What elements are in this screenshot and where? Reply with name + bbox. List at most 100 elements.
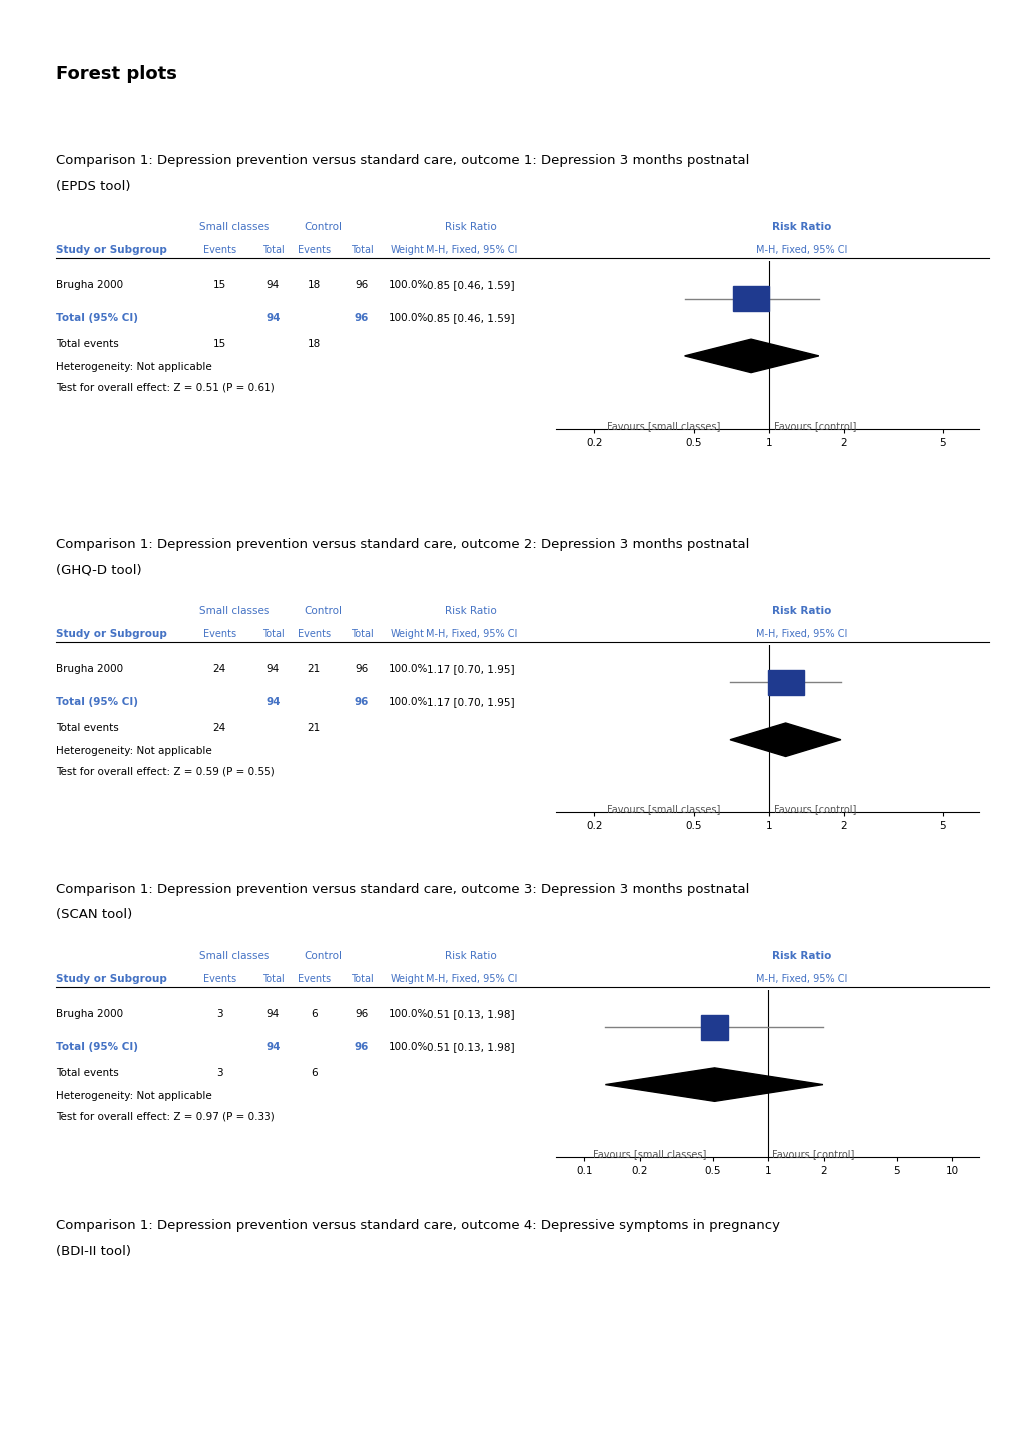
- Text: Total (95% CI): Total (95% CI): [56, 313, 138, 323]
- Text: M-H, Fixed, 95% CI: M-H, Fixed, 95% CI: [425, 974, 517, 984]
- Text: M-H, Fixed, 95% CI: M-H, Fixed, 95% CI: [425, 629, 517, 639]
- Text: Study or Subgroup: Study or Subgroup: [56, 974, 167, 984]
- Text: Total events: Total events: [56, 723, 119, 733]
- Text: M-H, Fixed, 95% CI: M-H, Fixed, 95% CI: [755, 974, 846, 984]
- Text: Comparison 1: Depression prevention versus standard care, outcome 2: Depression : Comparison 1: Depression prevention vers…: [56, 538, 749, 551]
- Text: 100.0%: 100.0%: [388, 664, 427, 674]
- Text: Favours [control]: Favours [control]: [773, 805, 856, 814]
- Text: Weight: Weight: [390, 245, 425, 255]
- Bar: [701, 1014, 728, 1039]
- Text: Small classes: Small classes: [200, 606, 269, 616]
- Text: Control: Control: [304, 222, 342, 232]
- Text: M-H, Fixed, 95% CI: M-H, Fixed, 95% CI: [755, 629, 846, 639]
- Text: 15: 15: [213, 339, 225, 349]
- Text: Events: Events: [298, 245, 330, 255]
- Text: Test for overall effect: Z = 0.51 (P = 0.61): Test for overall effect: Z = 0.51 (P = 0…: [56, 382, 274, 392]
- Text: Events: Events: [298, 629, 330, 639]
- Text: 94: 94: [266, 1042, 280, 1052]
- Text: Total: Total: [262, 974, 284, 984]
- Bar: [733, 286, 768, 310]
- Text: 21: 21: [308, 723, 320, 733]
- Text: Small classes: Small classes: [200, 222, 269, 232]
- Text: Favours [control]: Favours [control]: [771, 1150, 854, 1159]
- Text: 21: 21: [308, 664, 320, 674]
- Text: 1.17 [0.70, 1.95]: 1.17 [0.70, 1.95]: [427, 697, 515, 707]
- Text: Events: Events: [203, 245, 235, 255]
- Text: (BDI-II tool): (BDI-II tool): [56, 1245, 131, 1258]
- Bar: [767, 670, 803, 694]
- Text: 3: 3: [216, 1009, 222, 1019]
- Text: 0.85 [0.46, 1.59]: 0.85 [0.46, 1.59]: [427, 313, 515, 323]
- Text: (SCAN tool): (SCAN tool): [56, 909, 132, 922]
- Text: Favours [small classes]: Favours [small classes]: [593, 1150, 706, 1159]
- Text: Risk Ratio: Risk Ratio: [445, 951, 496, 961]
- Text: 94: 94: [267, 664, 279, 674]
- Text: Control: Control: [304, 951, 342, 961]
- Text: Events: Events: [203, 974, 235, 984]
- Text: Weight: Weight: [390, 629, 425, 639]
- Text: Study or Subgroup: Study or Subgroup: [56, 245, 167, 255]
- Text: 100.0%: 100.0%: [388, 280, 427, 290]
- Text: M-H, Fixed, 95% CI: M-H, Fixed, 95% CI: [425, 245, 517, 255]
- Text: Small classes: Small classes: [200, 951, 269, 961]
- Text: Risk Ratio: Risk Ratio: [771, 222, 830, 232]
- Text: Heterogeneity: Not applicable: Heterogeneity: Not applicable: [56, 1091, 212, 1101]
- Text: Brugha 2000: Brugha 2000: [56, 664, 123, 674]
- Text: Total: Total: [351, 629, 373, 639]
- Text: 18: 18: [308, 280, 320, 290]
- Text: 100.0%: 100.0%: [388, 1009, 427, 1019]
- Polygon shape: [684, 339, 818, 372]
- Text: (EPDS tool): (EPDS tool): [56, 179, 130, 193]
- Text: 94: 94: [266, 697, 280, 707]
- Text: 0.51 [0.13, 1.98]: 0.51 [0.13, 1.98]: [427, 1009, 515, 1019]
- Text: Total: Total: [351, 245, 373, 255]
- Text: Comparison 1: Depression prevention versus standard care, outcome 4: Depressive : Comparison 1: Depression prevention vers…: [56, 1219, 780, 1232]
- Text: 6: 6: [311, 1009, 317, 1019]
- Text: Favours [control]: Favours [control]: [773, 421, 856, 430]
- Text: 100.0%: 100.0%: [388, 697, 427, 707]
- Text: 18: 18: [308, 339, 320, 349]
- Text: (GHQ-D tool): (GHQ-D tool): [56, 563, 142, 577]
- Text: 1.17 [0.70, 1.95]: 1.17 [0.70, 1.95]: [427, 664, 515, 674]
- Text: 94: 94: [267, 280, 279, 290]
- Text: Comparison 1: Depression prevention versus standard care, outcome 3: Depression : Comparison 1: Depression prevention vers…: [56, 883, 749, 896]
- Text: Study or Subgroup: Study or Subgroup: [56, 629, 167, 639]
- Text: 96: 96: [355, 1042, 369, 1052]
- Text: Heterogeneity: Not applicable: Heterogeneity: Not applicable: [56, 746, 212, 756]
- Text: Total (95% CI): Total (95% CI): [56, 697, 138, 707]
- Text: Brugha 2000: Brugha 2000: [56, 280, 123, 290]
- Text: Favours [small classes]: Favours [small classes]: [606, 421, 719, 430]
- Text: 94: 94: [267, 1009, 279, 1019]
- Text: Test for overall effect: Z = 0.59 (P = 0.55): Test for overall effect: Z = 0.59 (P = 0…: [56, 766, 274, 776]
- Text: 100.0%: 100.0%: [388, 1042, 427, 1052]
- Text: M-H, Fixed, 95% CI: M-H, Fixed, 95% CI: [755, 245, 846, 255]
- Text: Total events: Total events: [56, 1068, 119, 1078]
- Text: 96: 96: [355, 313, 369, 323]
- Text: Weight: Weight: [390, 974, 425, 984]
- Text: Events: Events: [203, 629, 235, 639]
- Text: 0.51 [0.13, 1.98]: 0.51 [0.13, 1.98]: [427, 1042, 515, 1052]
- Polygon shape: [730, 723, 840, 756]
- Text: Risk Ratio: Risk Ratio: [771, 951, 830, 961]
- Text: 96: 96: [356, 664, 368, 674]
- Text: Total (95% CI): Total (95% CI): [56, 1042, 138, 1052]
- Text: Risk Ratio: Risk Ratio: [445, 606, 496, 616]
- Text: Total: Total: [262, 245, 284, 255]
- Text: 100.0%: 100.0%: [388, 313, 427, 323]
- Text: 0.85 [0.46, 1.59]: 0.85 [0.46, 1.59]: [427, 280, 515, 290]
- Text: Risk Ratio: Risk Ratio: [771, 606, 830, 616]
- Text: Forest plots: Forest plots: [56, 65, 177, 82]
- Text: 94: 94: [266, 313, 280, 323]
- Text: Events: Events: [298, 974, 330, 984]
- Text: Heterogeneity: Not applicable: Heterogeneity: Not applicable: [56, 362, 212, 372]
- Text: 6: 6: [311, 1068, 317, 1078]
- Text: Control: Control: [304, 606, 342, 616]
- Text: Brugha 2000: Brugha 2000: [56, 1009, 123, 1019]
- Text: Total: Total: [351, 974, 373, 984]
- Text: Risk Ratio: Risk Ratio: [445, 222, 496, 232]
- Text: 3: 3: [216, 1068, 222, 1078]
- Text: 96: 96: [355, 697, 369, 707]
- Text: Test for overall effect: Z = 0.97 (P = 0.33): Test for overall effect: Z = 0.97 (P = 0…: [56, 1111, 274, 1121]
- Polygon shape: [604, 1068, 822, 1101]
- Text: Total events: Total events: [56, 339, 119, 349]
